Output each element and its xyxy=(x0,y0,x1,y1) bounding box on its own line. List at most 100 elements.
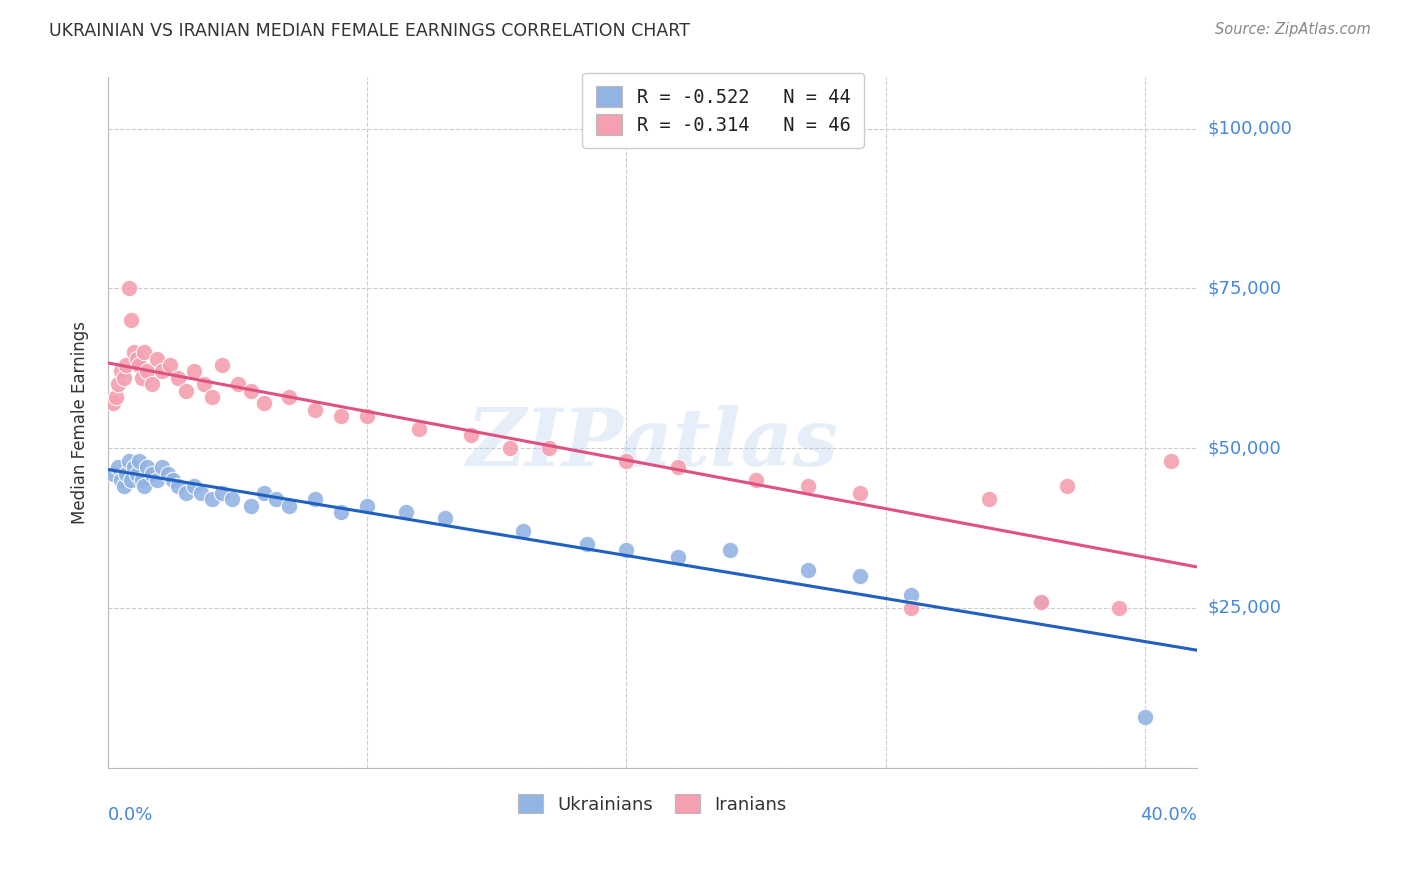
Point xyxy=(666,549,689,564)
Point xyxy=(433,511,456,525)
Point xyxy=(239,499,262,513)
Point xyxy=(152,460,174,475)
Point xyxy=(115,467,138,481)
Point xyxy=(395,505,418,519)
Point xyxy=(190,486,212,500)
Point xyxy=(135,364,157,378)
Point xyxy=(330,409,353,424)
Point xyxy=(330,505,353,519)
Point xyxy=(146,351,169,366)
Point xyxy=(146,473,169,487)
Point xyxy=(118,454,141,468)
Point xyxy=(1160,454,1182,468)
Point xyxy=(104,390,127,404)
Y-axis label: Median Female Earnings: Median Female Earnings xyxy=(72,321,89,524)
Point xyxy=(107,377,129,392)
Point xyxy=(125,351,148,366)
Point xyxy=(120,313,142,327)
Point xyxy=(848,569,870,583)
Point xyxy=(797,563,820,577)
Point xyxy=(183,364,205,378)
Point xyxy=(156,467,179,481)
Point xyxy=(152,364,174,378)
Point xyxy=(125,467,148,481)
Point xyxy=(1029,594,1052,608)
Legend: Ukrainians, Iranians: Ukrainians, Iranians xyxy=(510,787,794,821)
Point xyxy=(122,460,145,475)
Point xyxy=(118,281,141,295)
Point xyxy=(211,486,233,500)
Point xyxy=(201,390,224,404)
Point xyxy=(1029,594,1052,608)
Point xyxy=(1133,709,1156,723)
Point xyxy=(226,377,249,392)
Text: $100,000: $100,000 xyxy=(1208,120,1292,137)
Point xyxy=(408,422,430,436)
Point xyxy=(110,473,132,487)
Point xyxy=(112,371,135,385)
Point xyxy=(239,384,262,398)
Text: UKRAINIAN VS IRANIAN MEDIAN FEMALE EARNINGS CORRELATION CHART: UKRAINIAN VS IRANIAN MEDIAN FEMALE EARNI… xyxy=(49,22,690,40)
Point xyxy=(141,377,163,392)
Text: ZIPatlas: ZIPatlas xyxy=(467,405,838,482)
Point xyxy=(278,499,301,513)
Point xyxy=(134,345,156,359)
Point xyxy=(848,486,870,500)
Text: $25,000: $25,000 xyxy=(1208,599,1282,617)
Point xyxy=(304,492,326,507)
Point xyxy=(167,371,190,385)
Point xyxy=(128,358,150,372)
Point xyxy=(141,467,163,481)
Point xyxy=(1108,601,1130,615)
Point xyxy=(252,486,274,500)
Point xyxy=(979,492,1001,507)
Point xyxy=(174,486,197,500)
Point xyxy=(614,454,637,468)
Point xyxy=(221,492,243,507)
Text: 40.0%: 40.0% xyxy=(1140,805,1197,823)
Point xyxy=(122,345,145,359)
Point xyxy=(120,473,142,487)
Point xyxy=(167,479,190,493)
Point xyxy=(101,467,124,481)
Point xyxy=(797,479,820,493)
Point xyxy=(193,377,215,392)
Point xyxy=(266,492,288,507)
Point xyxy=(614,543,637,558)
Point xyxy=(101,396,124,410)
Point xyxy=(135,460,157,475)
Point xyxy=(278,390,301,404)
Point xyxy=(356,409,378,424)
Point xyxy=(174,384,197,398)
Point xyxy=(512,524,534,539)
Point xyxy=(107,460,129,475)
Text: $50,000: $50,000 xyxy=(1208,439,1281,457)
Point xyxy=(252,396,274,410)
Point xyxy=(115,358,138,372)
Point xyxy=(110,364,132,378)
Point xyxy=(1056,479,1078,493)
Point xyxy=(131,473,153,487)
Point xyxy=(201,492,224,507)
Point xyxy=(718,543,741,558)
Point xyxy=(745,473,768,487)
Point xyxy=(183,479,205,493)
Point xyxy=(356,499,378,513)
Point xyxy=(128,454,150,468)
Point xyxy=(134,479,156,493)
Point xyxy=(537,441,560,455)
Point xyxy=(900,588,922,602)
Point xyxy=(162,473,184,487)
Point xyxy=(159,358,181,372)
Point xyxy=(460,428,482,442)
Point xyxy=(900,601,922,615)
Text: Source: ZipAtlas.com: Source: ZipAtlas.com xyxy=(1215,22,1371,37)
Point xyxy=(499,441,522,455)
Text: $75,000: $75,000 xyxy=(1208,279,1282,297)
Point xyxy=(131,371,153,385)
Point xyxy=(211,358,233,372)
Text: 0.0%: 0.0% xyxy=(108,805,153,823)
Point xyxy=(112,479,135,493)
Point xyxy=(304,402,326,417)
Point xyxy=(666,460,689,475)
